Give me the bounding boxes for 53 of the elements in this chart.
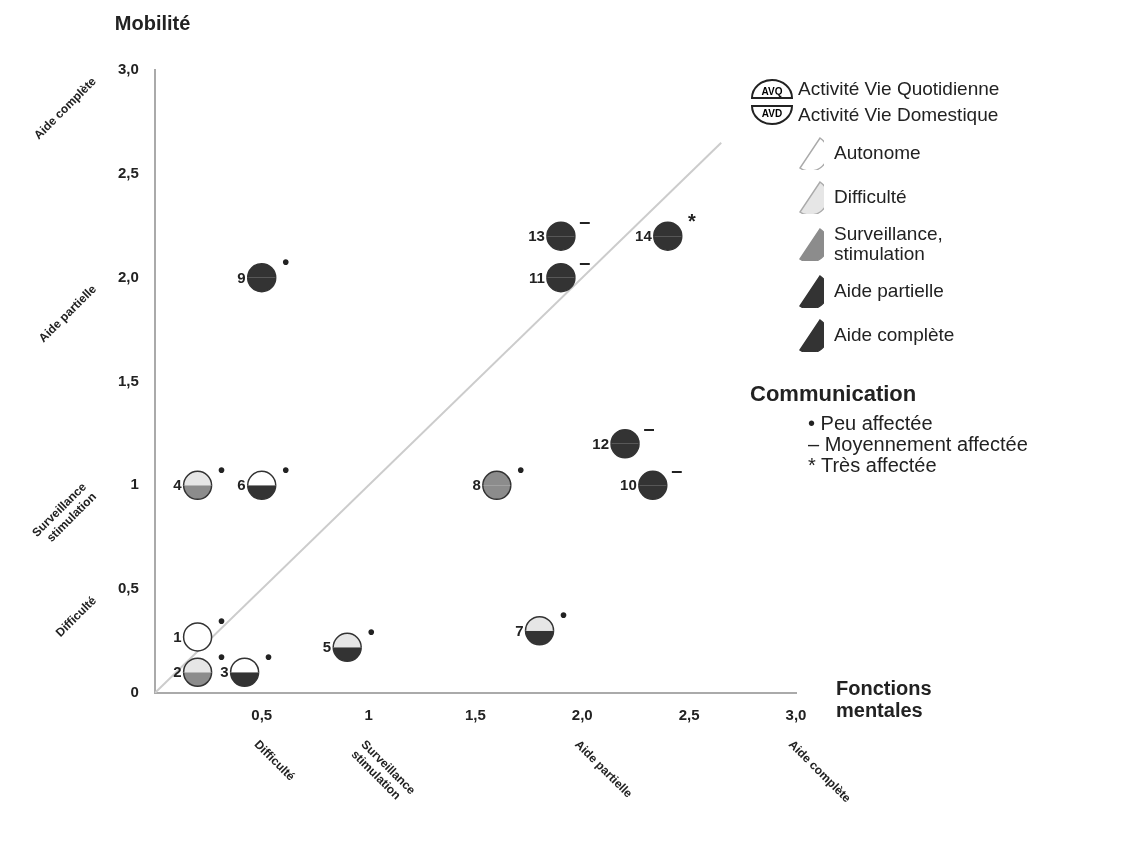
annotation: 4 bbox=[173, 476, 183, 494]
text: Activité Vie Quotidienne bbox=[798, 78, 1000, 100]
annotation: 1 bbox=[173, 628, 182, 646]
x-tick-label: 3,0 bbox=[785, 706, 807, 724]
annotation: 2 bbox=[173, 663, 182, 681]
annotation: – bbox=[643, 417, 655, 440]
legend-title: Communication bbox=[750, 380, 918, 406]
annotation: 8 bbox=[472, 476, 481, 494]
annotation: AVQ bbox=[761, 86, 783, 97]
text: Aide complète bbox=[834, 323, 955, 345]
x-tick-label: 1,5 bbox=[465, 706, 486, 724]
y-tick-label: 3,0 bbox=[117, 60, 139, 78]
annotation: 14 bbox=[635, 227, 653, 245]
text: Aide partielle bbox=[834, 279, 944, 301]
x-tick-label: 1 bbox=[364, 706, 373, 724]
annotation: 6 bbox=[237, 476, 246, 494]
y-tick-label: 1 bbox=[130, 475, 139, 493]
y-tick-label: 0 bbox=[130, 683, 139, 701]
annotation: – bbox=[579, 209, 591, 232]
annotation: – bbox=[579, 251, 591, 274]
text: • Peu affectée bbox=[808, 411, 934, 434]
annotation: • bbox=[517, 458, 525, 481]
y-tick-label: 1,5 bbox=[117, 371, 139, 389]
annotation: • bbox=[282, 251, 290, 274]
annotation: • bbox=[367, 620, 375, 643]
annotation: 7 bbox=[515, 621, 524, 639]
y-tick-label: 0,5 bbox=[117, 579, 139, 597]
annotation: • bbox=[282, 458, 290, 481]
y-tick-label: 2,5 bbox=[117, 163, 139, 181]
text: Autonome bbox=[834, 142, 921, 164]
annotation: 12 bbox=[592, 434, 610, 452]
text: Difficulté bbox=[834, 186, 907, 208]
annotation: • bbox=[265, 645, 273, 668]
text: Activité Vie Domestique bbox=[798, 104, 999, 126]
annotation: • bbox=[218, 458, 226, 481]
annotation: 11 bbox=[529, 268, 545, 286]
annotation: • bbox=[560, 604, 568, 627]
annotation: 5 bbox=[322, 638, 332, 656]
annotation: – bbox=[671, 458, 683, 481]
x-tick-label: 2,5 bbox=[678, 706, 700, 724]
annotation: 9 bbox=[237, 268, 246, 286]
text: – Moyennement affectée bbox=[808, 432, 1028, 455]
x-tick-label: 2,0 bbox=[571, 706, 593, 724]
annotation: * bbox=[687, 209, 696, 232]
annotation: • bbox=[218, 610, 226, 633]
x-tick-label: 0,5 bbox=[251, 706, 273, 724]
y-tick-label: 2,0 bbox=[117, 267, 139, 285]
x-axis-title: Fonctions mentales bbox=[836, 677, 932, 721]
y-axis-title: Mobilité bbox=[114, 12, 191, 34]
text: Surveillance, stimulation bbox=[834, 223, 943, 264]
annotation: AVD bbox=[761, 108, 783, 119]
annotation: 10 bbox=[620, 476, 637, 494]
annotation: 13 bbox=[528, 227, 545, 245]
